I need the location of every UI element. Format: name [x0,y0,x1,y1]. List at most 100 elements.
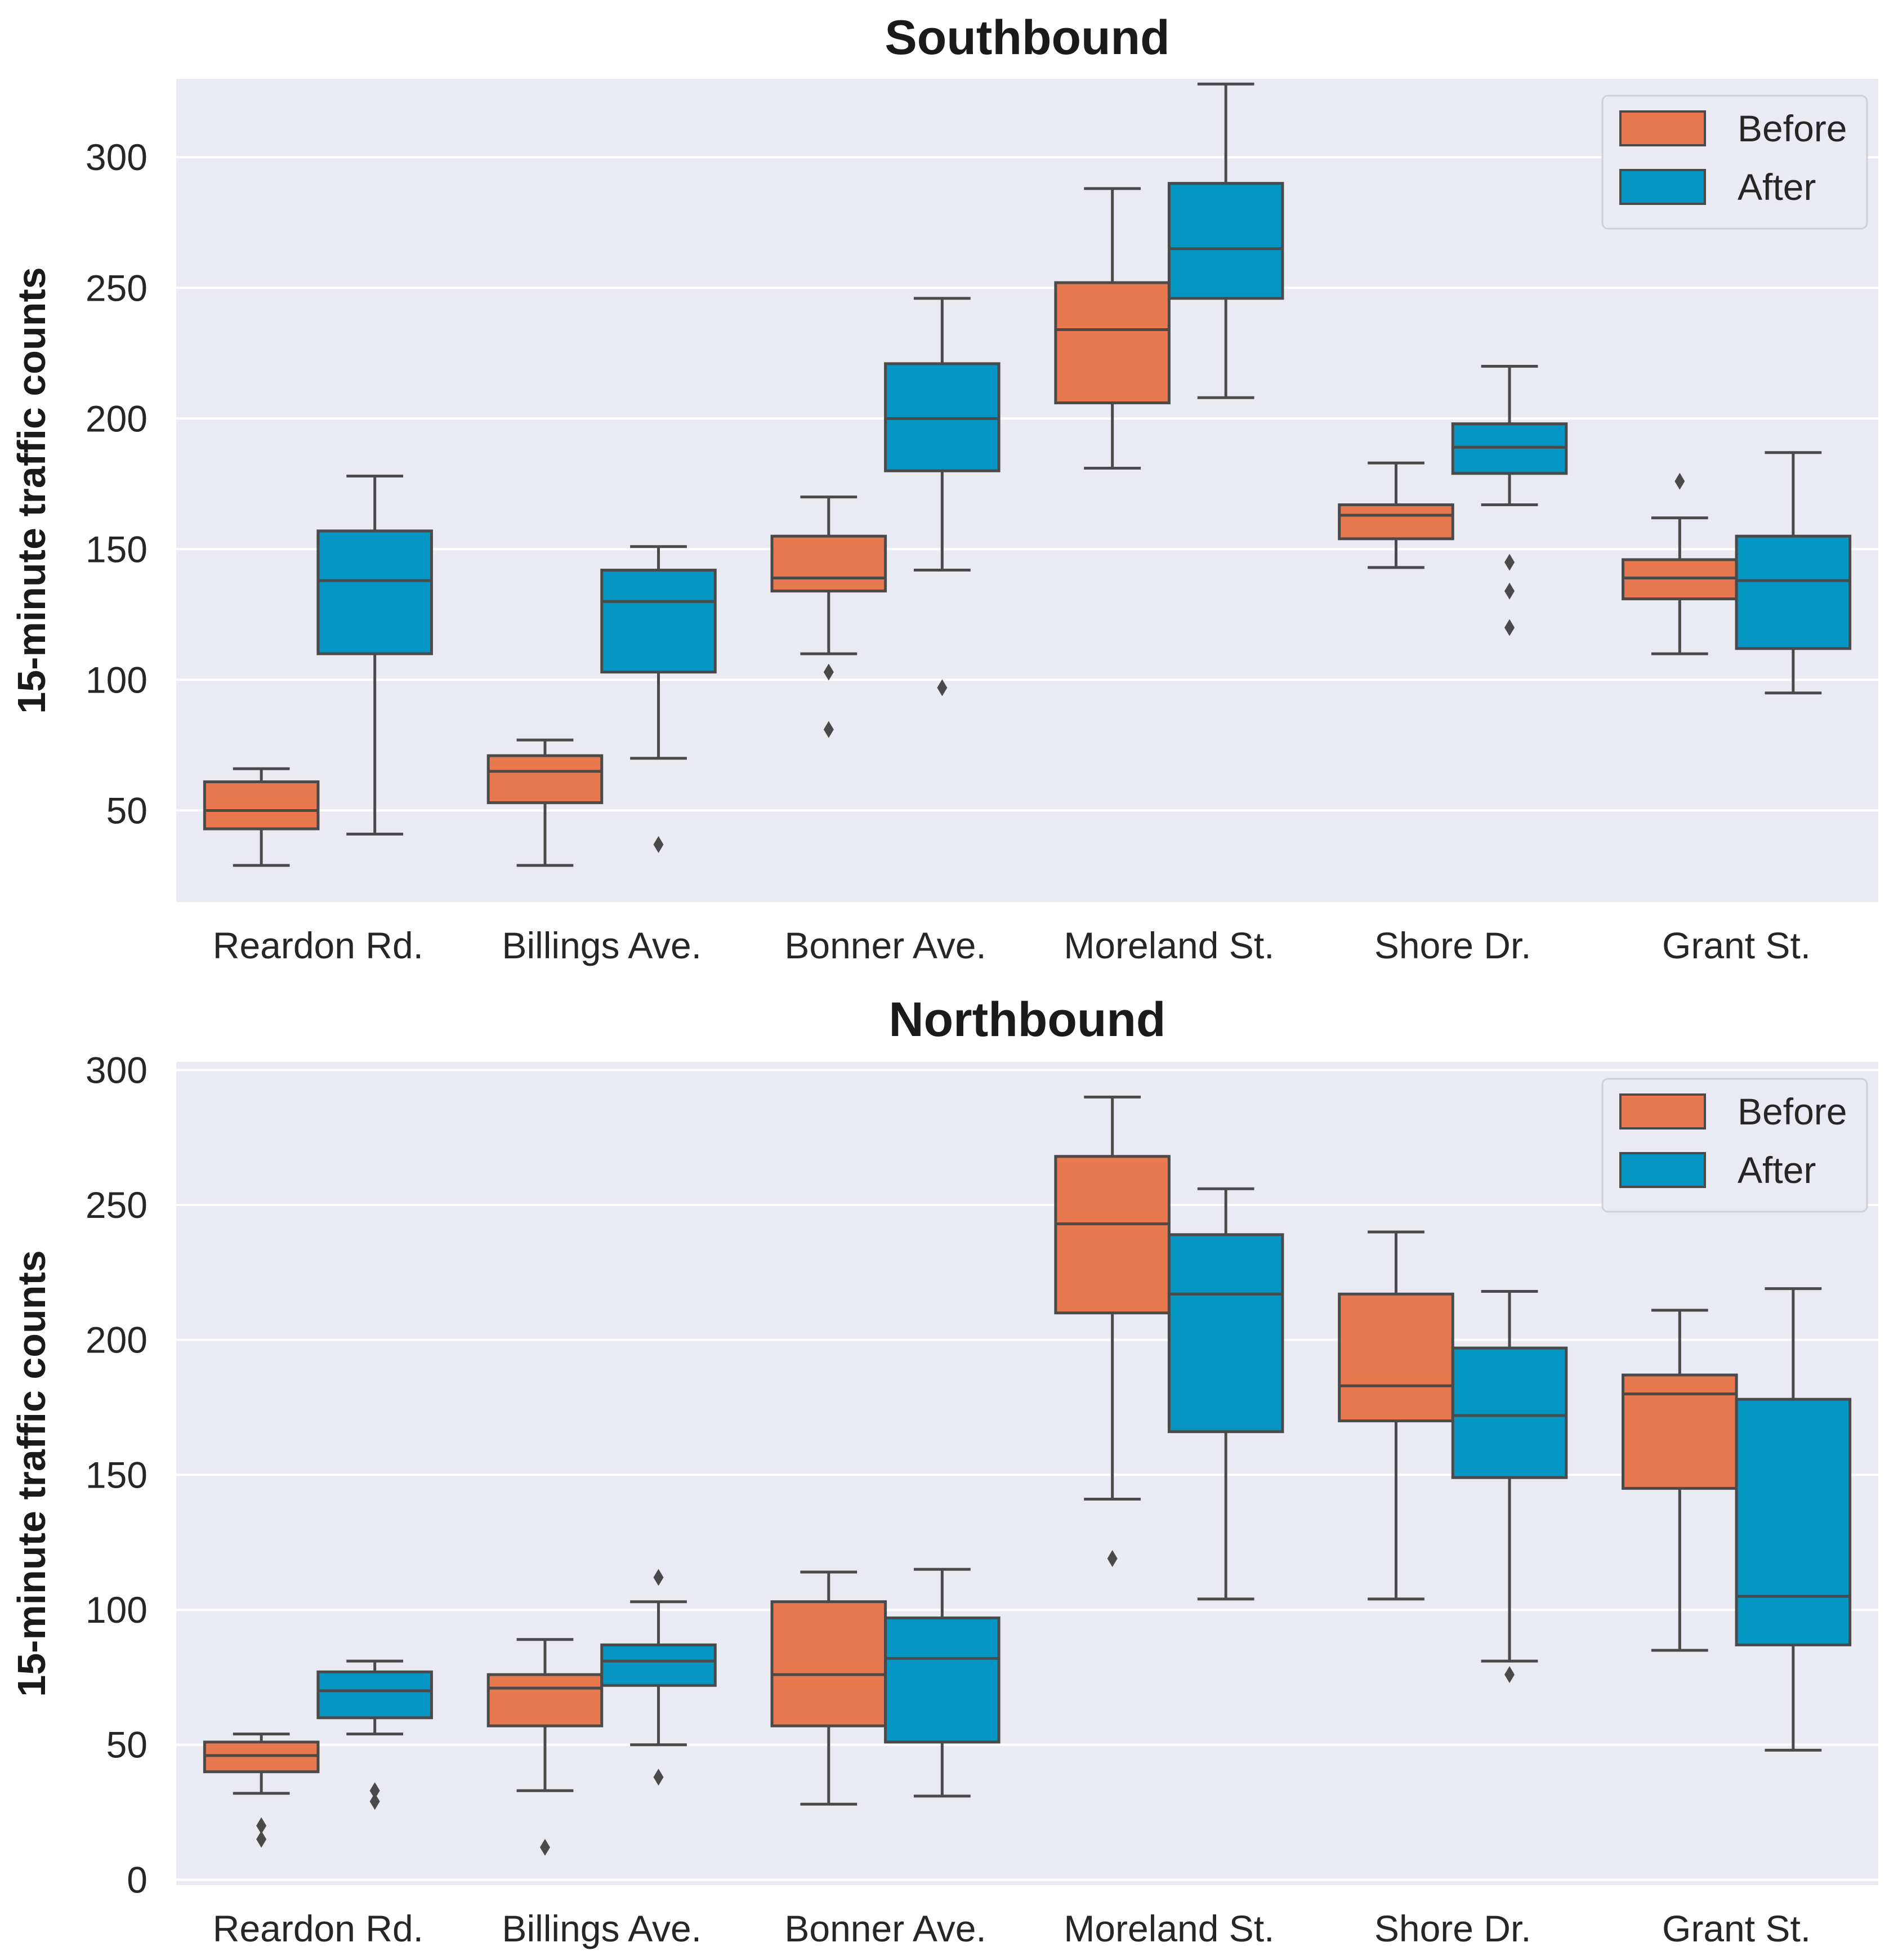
outlier-point [1107,1550,1118,1567]
x-tick-label: Billings Ave. [502,925,702,966]
y-axis-label: 15-minute traffic counts [10,1250,53,1696]
legend-label-before: Before [1738,108,1847,149]
box-iqr [203,780,320,831]
y-tick-label: 100 [86,659,148,700]
y-tick-label: 150 [86,1454,148,1495]
legend-swatch-after [1619,1152,1706,1188]
outlier-point [256,1817,267,1834]
box-before [1338,1230,1454,1601]
y-axis-label: 15-minute traffic counts [10,267,53,713]
x-tick-label: Shore Dr. [1374,1908,1531,1949]
box-iqr [770,534,887,593]
x-tick-label: Moreland St. [1064,925,1274,966]
box-after [1735,1287,1852,1752]
box-before [203,767,320,867]
x-tick-label: Moreland St. [1064,1908,1274,1949]
y-tick-label: 200 [86,1319,148,1361]
y-tick-label: 150 [86,528,148,570]
outlier-point [369,1782,380,1800]
box-iqr [884,1616,1001,1744]
box-iqr [1054,281,1171,405]
chart-panel-northbound: Northbound 15-minute traffic counts 0 50 100… [10,993,1878,1949]
plot-area [176,1062,1878,1885]
legend-label-before: Before [1738,1091,1847,1132]
box-iqr [1054,1155,1171,1315]
legend-swatch-before [1619,1093,1706,1129]
chart-panel-southbound: Southbound 15-minute traffic counts 50 100 1… [10,11,1878,966]
y-tick-label: 250 [86,267,148,309]
outlier-point [653,1569,664,1586]
box-before [1338,461,1454,569]
box-before [1622,1309,1738,1652]
chart-title: Northbound [889,993,1166,1047]
outlier-point [1504,582,1515,600]
y-tick-label: 250 [86,1184,148,1226]
outlier-point [823,663,834,681]
box-iqr [1735,534,1852,650]
box-iqr [316,1670,433,1720]
box-after [1451,1289,1568,1684]
y-tick-label: 100 [86,1589,148,1631]
box-after [1167,1187,1284,1601]
y-tick-label: 0 [127,1859,148,1900]
box-iqr [1622,1373,1738,1490]
box-after [600,545,717,853]
box-after [884,297,1001,697]
box-before [486,1638,604,1856]
box-after [1735,451,1852,695]
box-before [1622,472,1738,655]
x-tick-label: Shore Dr. [1374,925,1531,966]
y-tick-label: 300 [86,136,148,178]
x-tick-label: Billings Ave. [502,1908,702,1949]
box-iqr [770,1600,887,1727]
box-iqr [316,529,433,655]
box-after [316,474,433,836]
box-iqr [600,1643,717,1687]
box-iqr [1167,1233,1284,1434]
box-iqr [1451,1346,1568,1479]
outlier-point [1674,472,1685,490]
box-before [203,1733,320,1848]
x-tick-label: Reardon Rd. [213,925,423,966]
x-tick-label: Bonner Ave. [784,925,986,966]
box-after [600,1569,717,1786]
y-tick-label: 50 [106,790,148,832]
box-iqr [486,754,604,805]
outlier-point [653,836,664,853]
outlier-point [823,721,834,738]
y-tick-label: 50 [106,1724,148,1766]
box-iqr [486,1673,604,1727]
x-tick-label: Grant St. [1662,1908,1811,1949]
box-before [486,738,604,867]
legend-swatch-after [1619,169,1706,205]
box-iqr [1338,1292,1454,1423]
box-after [884,1568,1001,1798]
box-iqr [1338,503,1454,541]
x-tick-label: Bonner Ave. [784,1908,986,1949]
x-tick-label: Grant St. [1662,925,1811,966]
box-before [1054,187,1171,470]
x-tick-label: Reardon Rd. [213,1908,423,1949]
box-after [1167,82,1284,399]
legend: Before After [1601,95,1868,230]
outlier-point [1504,1666,1515,1684]
plot-area [176,79,1878,902]
outlier-point [369,1793,380,1810]
box-iqr [1167,182,1284,300]
legend-label-after: After [1738,166,1816,208]
legend-label-after: After [1738,1149,1816,1191]
y-tick-label: 300 [86,1049,148,1091]
box-before [1054,1095,1171,1567]
box-iqr [600,569,717,674]
y-tick-label: 200 [86,398,148,439]
outlier-point [937,679,948,697]
outlier-point [539,1838,550,1856]
outlier-point [1504,619,1515,636]
legend-swatch-before [1619,110,1706,146]
box-iqr [1735,1398,1852,1646]
outlier-point [1504,553,1515,571]
legend: Before After [1601,1078,1868,1213]
box-after [316,1659,433,1810]
box-before [770,1570,887,1806]
